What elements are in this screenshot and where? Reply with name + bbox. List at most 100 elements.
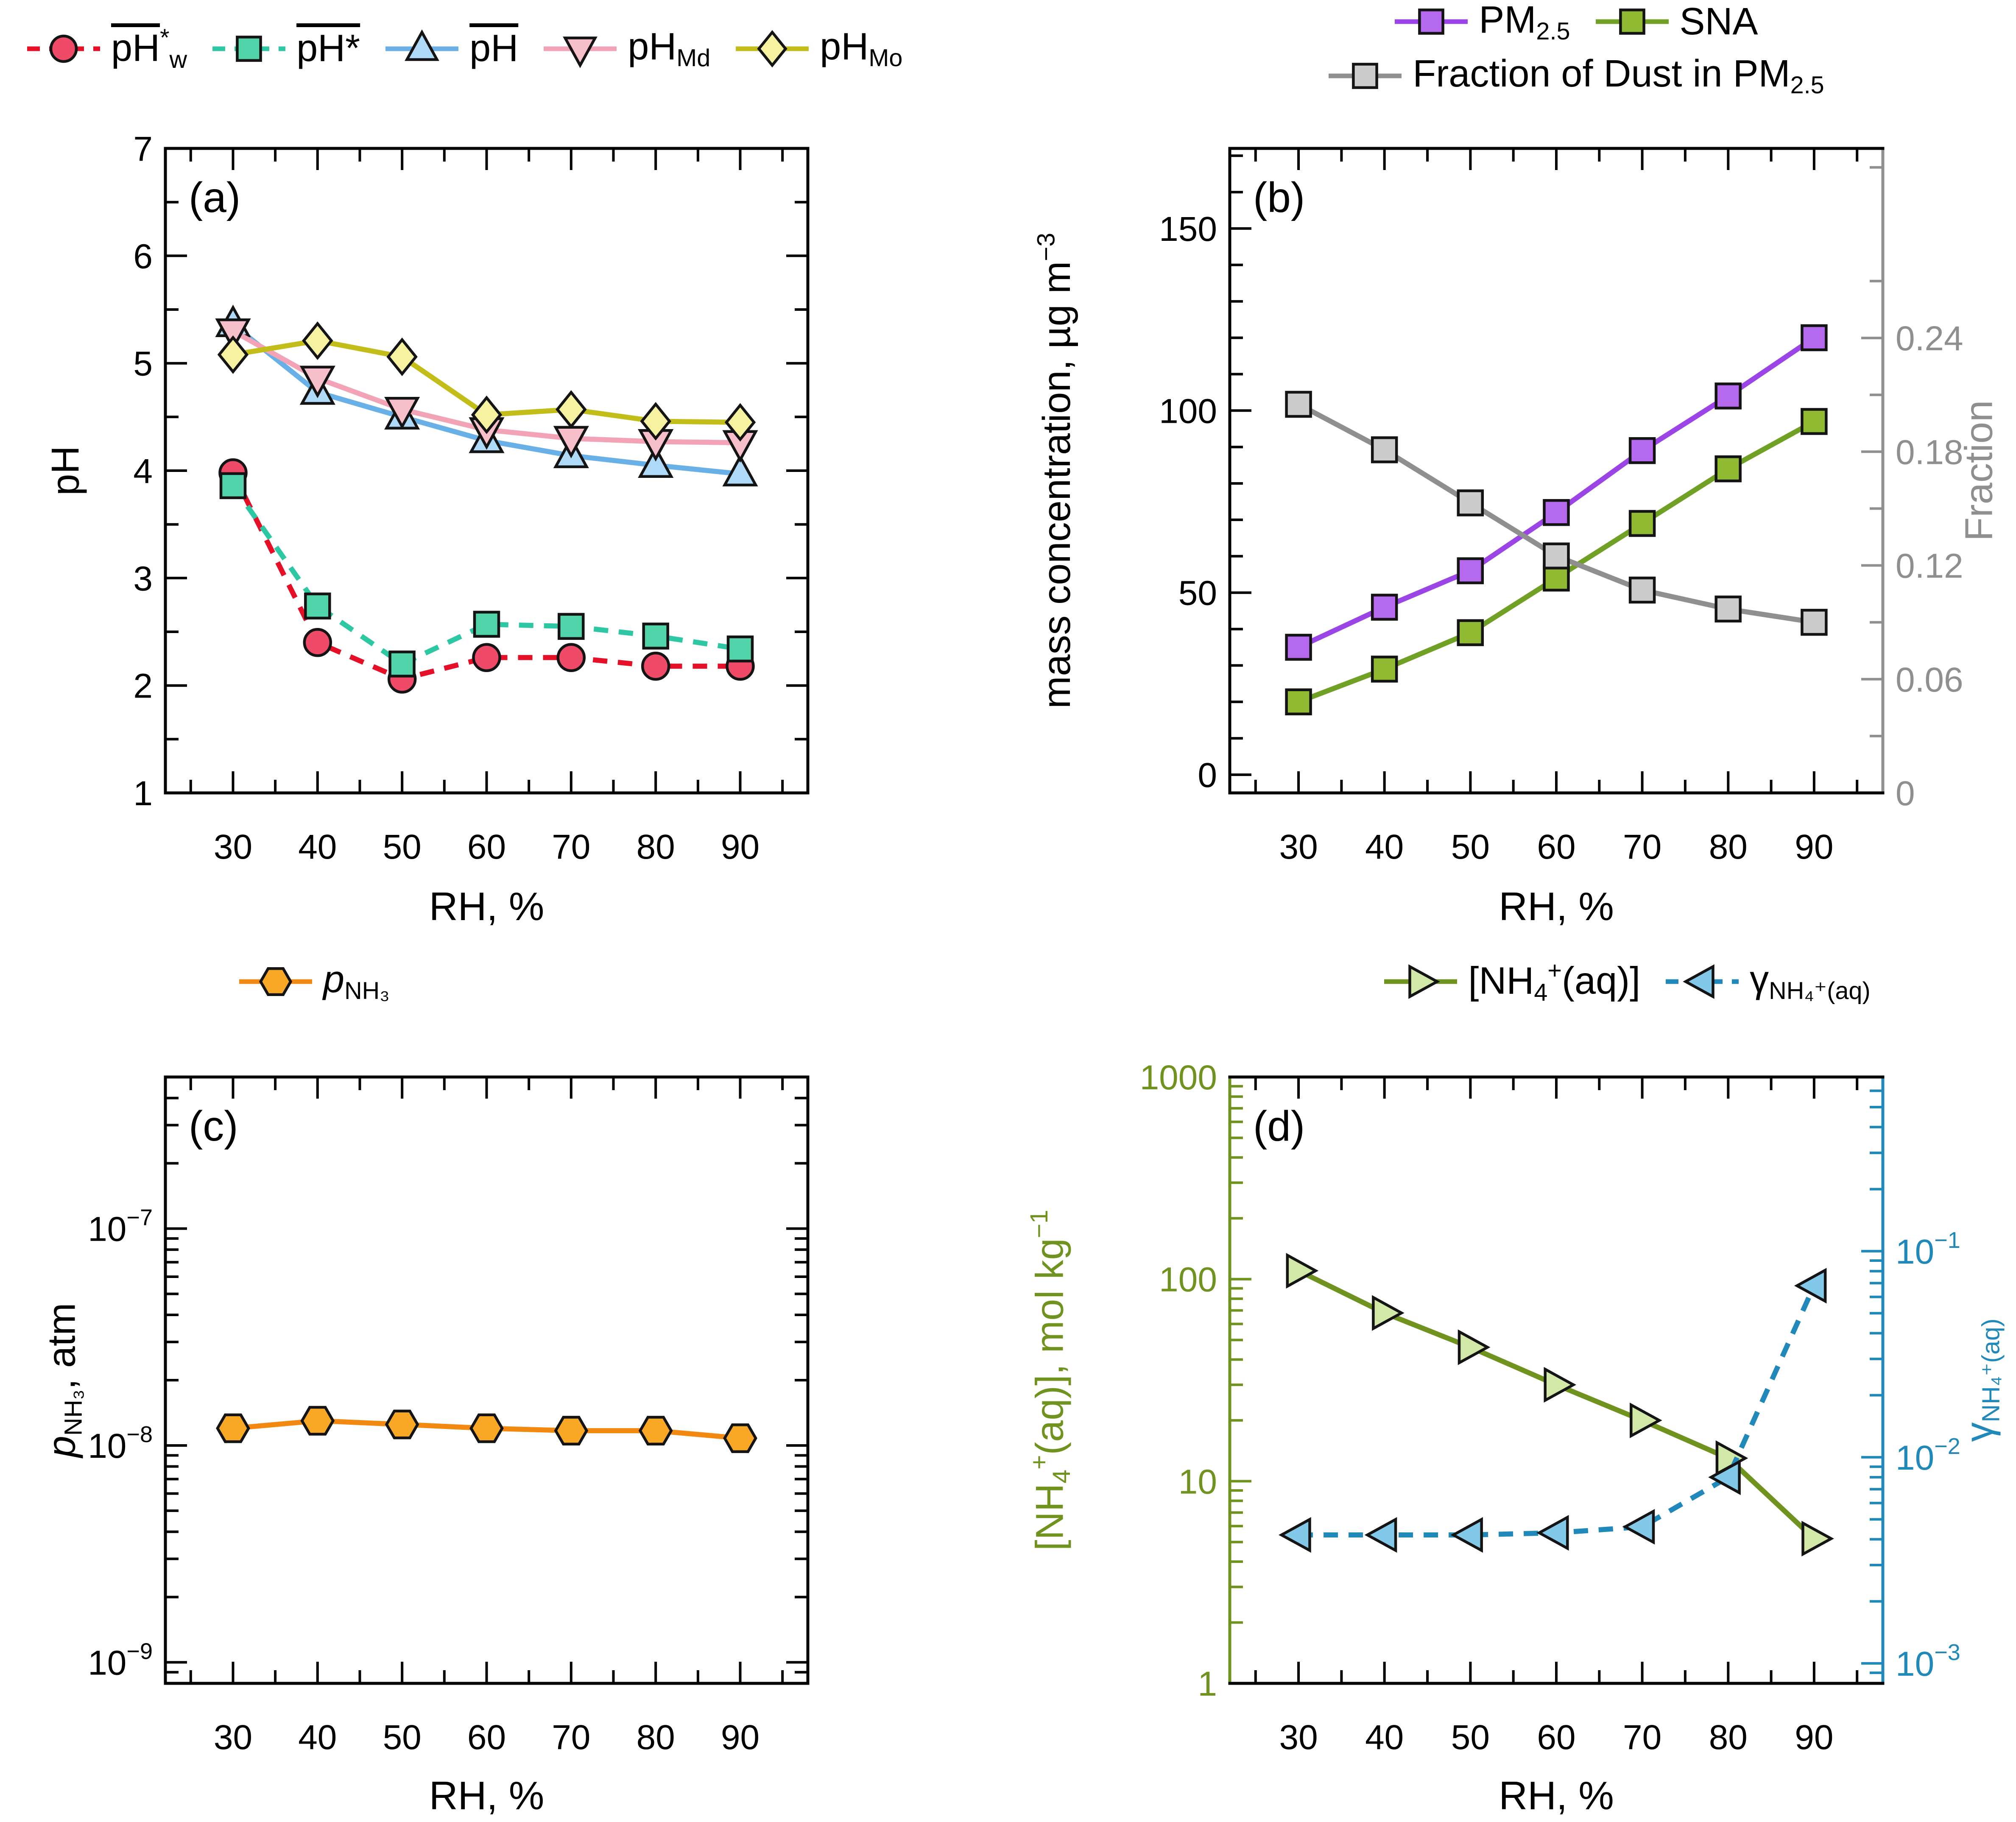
series-sna xyxy=(1285,408,1828,716)
legend-icon-pm25 xyxy=(1395,8,1468,35)
svg-text:70: 70 xyxy=(1623,828,1661,866)
plot-canvas-c: 30 40 50 60 70 80 90 10−7 10−8 10−9 RH, % (c) xyxy=(88,1075,810,1818)
svg-text:50: 50 xyxy=(1178,574,1217,613)
legend-icon-ph-mo xyxy=(736,30,809,68)
svg-text:10−7: 10−7 xyxy=(88,1205,153,1249)
svg-text:0: 0 xyxy=(1896,774,1915,813)
series-p-nh3 xyxy=(216,1406,757,1453)
svg-text:0.06: 0.06 xyxy=(1896,661,1963,699)
panel-tag: (b) xyxy=(1253,174,1305,221)
legend-label-ph-md: pHMd xyxy=(628,25,711,72)
svg-text:60: 60 xyxy=(1537,828,1575,866)
svg-text:7: 7 xyxy=(133,130,153,168)
svg-text:5: 5 xyxy=(133,345,153,383)
svg-text:30: 30 xyxy=(214,1718,252,1757)
legend-icon-ph-mean xyxy=(385,29,459,61)
svg-text:70: 70 xyxy=(552,828,590,866)
plot-canvas-b: 30 40 50 60 70 80 90 0 50 100 150 0 0.06 0.12 0.18 0.24… xyxy=(1159,147,1963,929)
x-axis-label: RH, % xyxy=(429,1773,544,1818)
legend-icon-ph-star-mean xyxy=(212,36,286,62)
svg-text:50: 50 xyxy=(383,828,422,866)
series-gamma-nh4-aq xyxy=(1279,1268,1827,1553)
svg-text:10−2: 10−2 xyxy=(1896,1434,1960,1477)
legend-item-ph-md: pHMd xyxy=(542,25,710,72)
panel-c: pNH₃ 30 40 50 60 70 80 90 10−7 10−8 10−9 RH, % (c) p… xyxy=(0,933,1008,1822)
svg-text:0: 0 xyxy=(1198,756,1217,795)
legend-row: [NH4+(aq)] γNH₄⁺(aq) xyxy=(1382,957,1871,1007)
panel-d-plot: 30 40 50 60 70 80 90 1 10 100 1000 10−1 10−2 10−3 RH, … xyxy=(1008,1030,2016,1822)
y2-axis-label-b: Fraction xyxy=(1957,400,2001,541)
svg-text:10: 10 xyxy=(1178,1462,1217,1501)
legend-item-nh4-aq: [NH4+(aq)] xyxy=(1382,957,1640,1007)
x-axis-label: RH, % xyxy=(429,884,544,929)
svg-text:0.24: 0.24 xyxy=(1896,319,1963,358)
panel-c-plot: 30 40 50 60 70 80 90 10−7 10−8 10−9 RH, % (c) pNH₃, … xyxy=(0,1030,1008,1822)
panel-tag: (c) xyxy=(189,1102,238,1150)
y-axis-label-c: pNH₃, atm xyxy=(40,1303,87,1458)
svg-text:100: 100 xyxy=(1159,392,1217,430)
series-ph-star-mean xyxy=(219,472,754,678)
svg-text:90: 90 xyxy=(1795,828,1833,866)
legend-icon-gamma-nh4-aq xyxy=(1666,964,1739,999)
series-ph-w-star-mean xyxy=(218,458,755,694)
panel-tag: (d) xyxy=(1253,1102,1305,1150)
svg-text:0.12: 0.12 xyxy=(1896,547,1963,586)
legend-item-ph-mean: pH xyxy=(384,27,518,70)
y2-axis-label-d: γNH₄⁺(aq) xyxy=(1957,1318,2005,1442)
svg-text:70: 70 xyxy=(1623,1718,1661,1757)
legend-label-pm25: PM2.5 xyxy=(1479,0,1570,45)
legend-item-ph-mo: pHMo xyxy=(734,25,902,72)
svg-text:50: 50 xyxy=(1451,828,1490,866)
svg-text:50: 50 xyxy=(383,1718,422,1757)
svg-text:1: 1 xyxy=(1198,1665,1217,1703)
svg-text:4: 4 xyxy=(133,452,153,491)
panel-a-plot: 30 40 50 60 70 80 90 1 2 3 4 5 6 7 RH, % (a) pH xyxy=(0,98,1008,933)
panel-b-plot: 30 40 50 60 70 80 90 0 50 100 150 0 0.06 0.12 0.18 0.24… xyxy=(1008,98,2016,933)
panel-b-legend: PM2.5 SNA Fraction of Dust in PM2.5 xyxy=(1008,0,2016,99)
legend-label-sna: SNA xyxy=(1679,0,1758,43)
legend-row: pH*w pH* pH pHMd pHMo xyxy=(25,24,902,74)
y-axis-label-d: [NH4+(aq)], mol kg−1 xyxy=(1025,1210,1075,1551)
x-axis-label: RH, % xyxy=(1499,884,1614,929)
panel-a: pH*w pH* pH pHMd pHMo 30 40 50 60 70 80 90 1 2 3 4 5 6 7 R… xyxy=(0,0,1008,933)
legend-item-gamma-nh4-aq: γNH₄⁺(aq) xyxy=(1664,958,1871,1005)
svg-text:150: 150 xyxy=(1159,210,1217,248)
legend-item-ph-star-mean: pH* xyxy=(211,27,360,70)
svg-text:30: 30 xyxy=(214,828,252,866)
series-ph-mo xyxy=(217,321,756,442)
axes: 30 40 50 60 70 80 90 1 2 3 4 5 6 7 RH, % (a) xyxy=(133,130,810,929)
svg-text:1: 1 xyxy=(133,774,153,813)
panel-tag: (a) xyxy=(189,174,240,221)
legend-item-pm25: PM2.5 xyxy=(1393,0,1570,45)
legend-icon-nh4-aq xyxy=(1384,964,1458,999)
svg-text:80: 80 xyxy=(637,1718,675,1757)
svg-text:40: 40 xyxy=(1365,828,1404,866)
axes: 30 40 50 60 70 80 90 0 50 100 150 0 0.06 0.12 0.18 0.24… xyxy=(1159,147,1963,929)
series-dust-fraction xyxy=(1285,391,1828,636)
svg-text:40: 40 xyxy=(1365,1718,1404,1757)
svg-text:10−3: 10−3 xyxy=(1896,1640,1960,1683)
legend-label-p-nh3: pNH₃ xyxy=(323,958,390,1005)
svg-text:40: 40 xyxy=(298,828,337,866)
legend-icon-dust-fraction xyxy=(1329,62,1402,89)
series-ph-md xyxy=(215,318,758,463)
svg-text:1000: 1000 xyxy=(1140,1058,1217,1097)
svg-text:80: 80 xyxy=(637,828,675,866)
svg-text:30: 30 xyxy=(1279,1718,1318,1757)
legend-icon-p-nh3 xyxy=(239,967,312,996)
svg-text:90: 90 xyxy=(1795,1718,1833,1757)
axes: 30 40 50 60 70 80 90 1 10 100 1000 10−1 10−2 10−3 RH, … xyxy=(1140,1058,1960,1818)
legend-label-ph-mean: pH xyxy=(469,27,519,70)
legend-item-p-nh3: pNH₃ xyxy=(237,958,390,1005)
svg-text:90: 90 xyxy=(721,1718,759,1757)
svg-text:10−1: 10−1 xyxy=(1896,1228,1960,1271)
svg-text:3: 3 xyxy=(133,559,153,598)
legend-label-ph-mo: pHMo xyxy=(820,25,903,72)
svg-text:60: 60 xyxy=(1537,1718,1575,1757)
svg-text:6: 6 xyxy=(133,237,153,276)
legend-item-ph-w-star-mean: pH*w xyxy=(25,24,187,74)
svg-text:100: 100 xyxy=(1159,1261,1217,1299)
svg-text:80: 80 xyxy=(1709,828,1748,866)
svg-text:70: 70 xyxy=(552,1718,590,1757)
